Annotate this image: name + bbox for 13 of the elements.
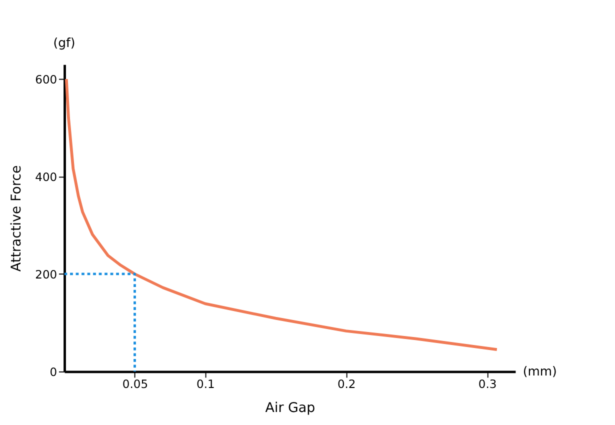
text: (gf): [53, 35, 76, 50]
text: (mm): [522, 363, 557, 378]
y-axis-title: Attractive Force: [10, 165, 25, 272]
y-tick-label: 200: [35, 267, 58, 282]
x-tick-label: 0.05: [122, 377, 148, 392]
x-tick-label: 0.1: [196, 377, 215, 392]
x-axis-title: Air Gap: [265, 401, 316, 416]
x-tick-label: 0.3: [478, 377, 497, 392]
y-tick-label: 0: [50, 364, 58, 379]
line-series: [64, 78, 498, 351]
y-tick-label: 600: [35, 72, 58, 86]
y-tick-label: 400: [35, 170, 58, 184]
x-tick-label: 0.2: [337, 377, 356, 392]
